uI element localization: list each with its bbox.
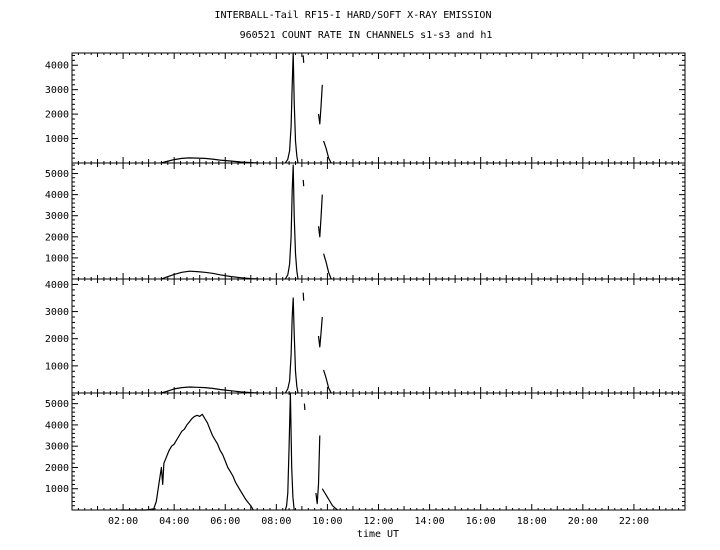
y-tick-label-s3-1000: 1000	[45, 361, 69, 372]
y-tick-label-h1-2000: 2000	[45, 463, 69, 474]
x-axis-label: time UT	[357, 529, 399, 540]
panel-s3: 1000 2000 3000 4000	[45, 278, 686, 394]
y-tick-label-s1-2000: 2000	[45, 110, 69, 121]
y-tick-label-h1-4000: 4000	[45, 420, 69, 431]
chart-panels: 1000200030004000100020003000400050001000…	[45, 52, 686, 511]
x-tick-label-0400: 04:00	[159, 516, 189, 527]
x-tick-label-2000: 20:00	[568, 516, 598, 527]
panel-h1: 1000 2000 3000 4000 5000	[45, 392, 686, 511]
panel-frame-s2	[71, 162, 686, 280]
chart-title-line-1: INTERBALL-Tail RF15-I HARD/SOFT X-RAY EM…	[215, 10, 492, 21]
x-tick-label-1400: 14:00	[415, 516, 445, 527]
x-tick-label-1600: 16:00	[466, 516, 496, 527]
x-tick-label-0200: 02:00	[108, 516, 138, 527]
y-tick-label-s1-3000: 3000	[45, 85, 69, 96]
x-tick-label-2200: 22:00	[619, 516, 649, 527]
x-axis: 02:00 04:00 06:00 08:00 10:00 12:00 14:00 16:00…	[108, 516, 649, 527]
series-h1-segment-1	[120, 413, 254, 511]
x-tick-label-0800: 08:00	[261, 516, 291, 527]
series-s2-segment-1	[161, 270, 259, 280]
chart-title-line-2: 960521 COUNT RATE IN CHANNELS s1-s3 and …	[240, 30, 493, 41]
x-tick-label-1800: 18:00	[517, 516, 547, 527]
y-tick-label-s2-3000: 3000	[45, 211, 69, 222]
y-tick-label-h1-1000: 1000	[45, 484, 69, 495]
y-tick-label-s3-4000: 4000	[45, 280, 69, 291]
series-s3-segment-2	[284, 297, 299, 394]
series-h1-segment-2	[284, 392, 295, 511]
series-h1-segment-4	[315, 435, 321, 505]
y-tick-label-s3-3000: 3000	[45, 307, 69, 318]
y-tick-label-s3-2000: 2000	[45, 334, 69, 345]
series-h1-segment-5	[321, 488, 338, 511]
x-tick-label-1000: 10:00	[312, 516, 342, 527]
series-s2-segment-4	[317, 194, 323, 238]
y-tick-label-s2-4000: 4000	[45, 190, 69, 201]
x-tick-label-1200: 12:00	[363, 516, 393, 527]
y-tick-label-s2-2000: 2000	[45, 232, 69, 243]
y-tick-label-s2-5000: 5000	[45, 169, 69, 180]
y-tick-label-h1-5000: 5000	[45, 399, 69, 410]
series-s1-segment-4	[317, 84, 323, 125]
series-s3-segment-5	[323, 369, 332, 394]
x-tick-label-0600: 06:00	[210, 516, 240, 527]
series-s1-segment-5	[323, 140, 332, 164]
panel-frame-s1	[71, 52, 686, 164]
series-s2-segment-5	[323, 253, 332, 280]
panel-s1: 1000 2000 3000 4000	[45, 52, 686, 164]
series-h1-segment-3	[303, 403, 306, 411]
panel-frame-h1	[71, 392, 686, 511]
y-tick-label-h1-3000: 3000	[45, 442, 69, 453]
series-s3-segment-3	[302, 292, 305, 301]
series-s2-segment-3	[302, 179, 305, 187]
y-tick-label-s1-4000: 4000	[45, 61, 69, 72]
series-s1-segment-1	[161, 157, 259, 164]
panel-frame-s3	[71, 278, 686, 394]
y-tick-label-s2-1000: 1000	[45, 253, 69, 264]
series-s3-segment-4	[317, 316, 323, 348]
panel-s2: 1000 2000 3000 4000 5000	[45, 162, 686, 280]
series-s1-segment-2	[284, 52, 299, 164]
series-s2-segment-2	[284, 164, 299, 280]
series-s3-segment-1	[161, 386, 259, 394]
series-s1-segment-3	[302, 55, 305, 63]
y-tick-label-s1-1000: 1000	[45, 134, 69, 145]
